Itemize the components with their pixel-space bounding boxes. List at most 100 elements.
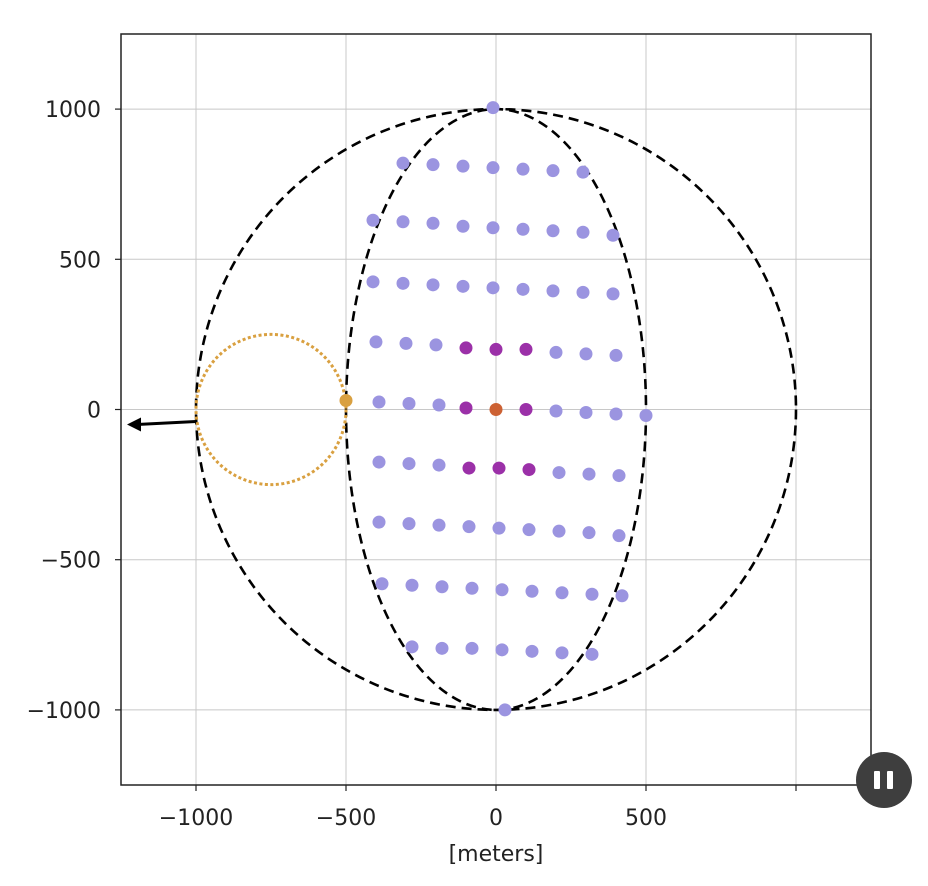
data-point — [495, 643, 509, 657]
data-point — [555, 646, 569, 660]
data-point — [372, 395, 386, 409]
data-point — [615, 589, 629, 603]
data-point — [576, 165, 590, 179]
data-point — [546, 284, 560, 298]
y-tick-label: 500 — [59, 248, 101, 273]
data-point — [576, 285, 590, 299]
data-point — [585, 587, 599, 601]
data-point — [405, 578, 419, 592]
data-point — [456, 159, 470, 173]
data-point — [582, 467, 596, 481]
data-point — [516, 282, 530, 296]
data-point — [366, 213, 380, 227]
data-point — [582, 526, 596, 540]
data-point — [516, 162, 530, 176]
y-tick-label: 0 — [87, 399, 101, 424]
data-point — [576, 225, 590, 239]
pause-icon — [874, 771, 880, 789]
arrow-shaft — [136, 420, 197, 427]
x-tick-label: −500 — [316, 806, 376, 831]
data-point — [639, 409, 653, 423]
data-point — [519, 403, 533, 416]
x-tick-label: −1000 — [159, 806, 233, 831]
data-point — [546, 164, 560, 178]
data-point — [498, 703, 512, 717]
data-point — [402, 396, 416, 410]
arrow-head — [127, 417, 141, 432]
data-point — [612, 529, 626, 543]
data-point — [435, 641, 449, 655]
data-point — [552, 466, 566, 480]
data-point — [426, 278, 440, 292]
data-point — [456, 279, 470, 293]
data-point — [486, 161, 500, 175]
x-axis-label: [meters] — [449, 842, 544, 867]
data-point — [495, 583, 509, 597]
data-point — [516, 222, 530, 236]
y-tick-label: 1000 — [45, 98, 101, 123]
data-point — [369, 335, 383, 349]
data-point — [522, 523, 536, 537]
ticks: −1000 −500 0 500 1000 500 0 −500 −1000 — [27, 98, 797, 831]
data-point — [396, 276, 410, 290]
data-point — [612, 469, 626, 483]
data-point — [549, 404, 563, 418]
y-tick-label: −1000 — [27, 699, 101, 724]
data-point — [486, 101, 500, 115]
data-point — [486, 281, 500, 295]
data-point — [432, 518, 446, 532]
data-point — [609, 348, 623, 362]
data-point — [396, 156, 410, 170]
data-point — [402, 457, 416, 471]
data-point — [546, 224, 560, 238]
data-point — [609, 407, 623, 421]
data-point — [372, 455, 386, 469]
x-tick-label: 500 — [625, 806, 667, 831]
data-point — [435, 580, 449, 594]
data-point — [486, 221, 500, 235]
data-point — [402, 517, 416, 531]
x-tick-label: 0 — [489, 806, 503, 831]
data-point — [525, 644, 539, 658]
data-point — [372, 515, 386, 529]
data-point — [525, 584, 539, 598]
data-point — [432, 398, 446, 412]
data-point — [579, 347, 593, 361]
data-point — [555, 586, 569, 600]
data-point — [579, 406, 593, 420]
data-point — [585, 647, 599, 661]
data-point — [429, 338, 443, 352]
data-point — [519, 342, 533, 356]
data-point — [426, 216, 440, 230]
arrow-layer — [127, 417, 197, 432]
data-point — [405, 640, 419, 654]
data-point — [606, 228, 620, 242]
data-point — [492, 461, 506, 475]
pause-button[interactable] — [856, 752, 912, 808]
data-point — [462, 461, 476, 475]
data-point — [489, 403, 503, 416]
data-point — [366, 275, 380, 289]
data-point — [375, 577, 389, 591]
data-point — [426, 158, 440, 172]
data-point — [399, 336, 413, 350]
pause-icon — [887, 771, 893, 789]
data-point — [489, 342, 503, 356]
data-point — [339, 393, 353, 407]
data-point — [606, 287, 620, 301]
data-point — [522, 463, 536, 477]
data-point — [459, 401, 473, 415]
data-point — [492, 521, 506, 535]
y-tick-label: −500 — [41, 549, 101, 574]
data-point — [549, 345, 563, 359]
data-point — [459, 341, 473, 355]
data-point — [456, 219, 470, 233]
small-circle — [194, 332, 348, 487]
data-point — [465, 641, 479, 655]
data-points — [339, 101, 653, 717]
data-point — [432, 458, 446, 472]
data-point — [396, 215, 410, 229]
data-point — [462, 520, 476, 534]
data-point — [465, 581, 479, 595]
